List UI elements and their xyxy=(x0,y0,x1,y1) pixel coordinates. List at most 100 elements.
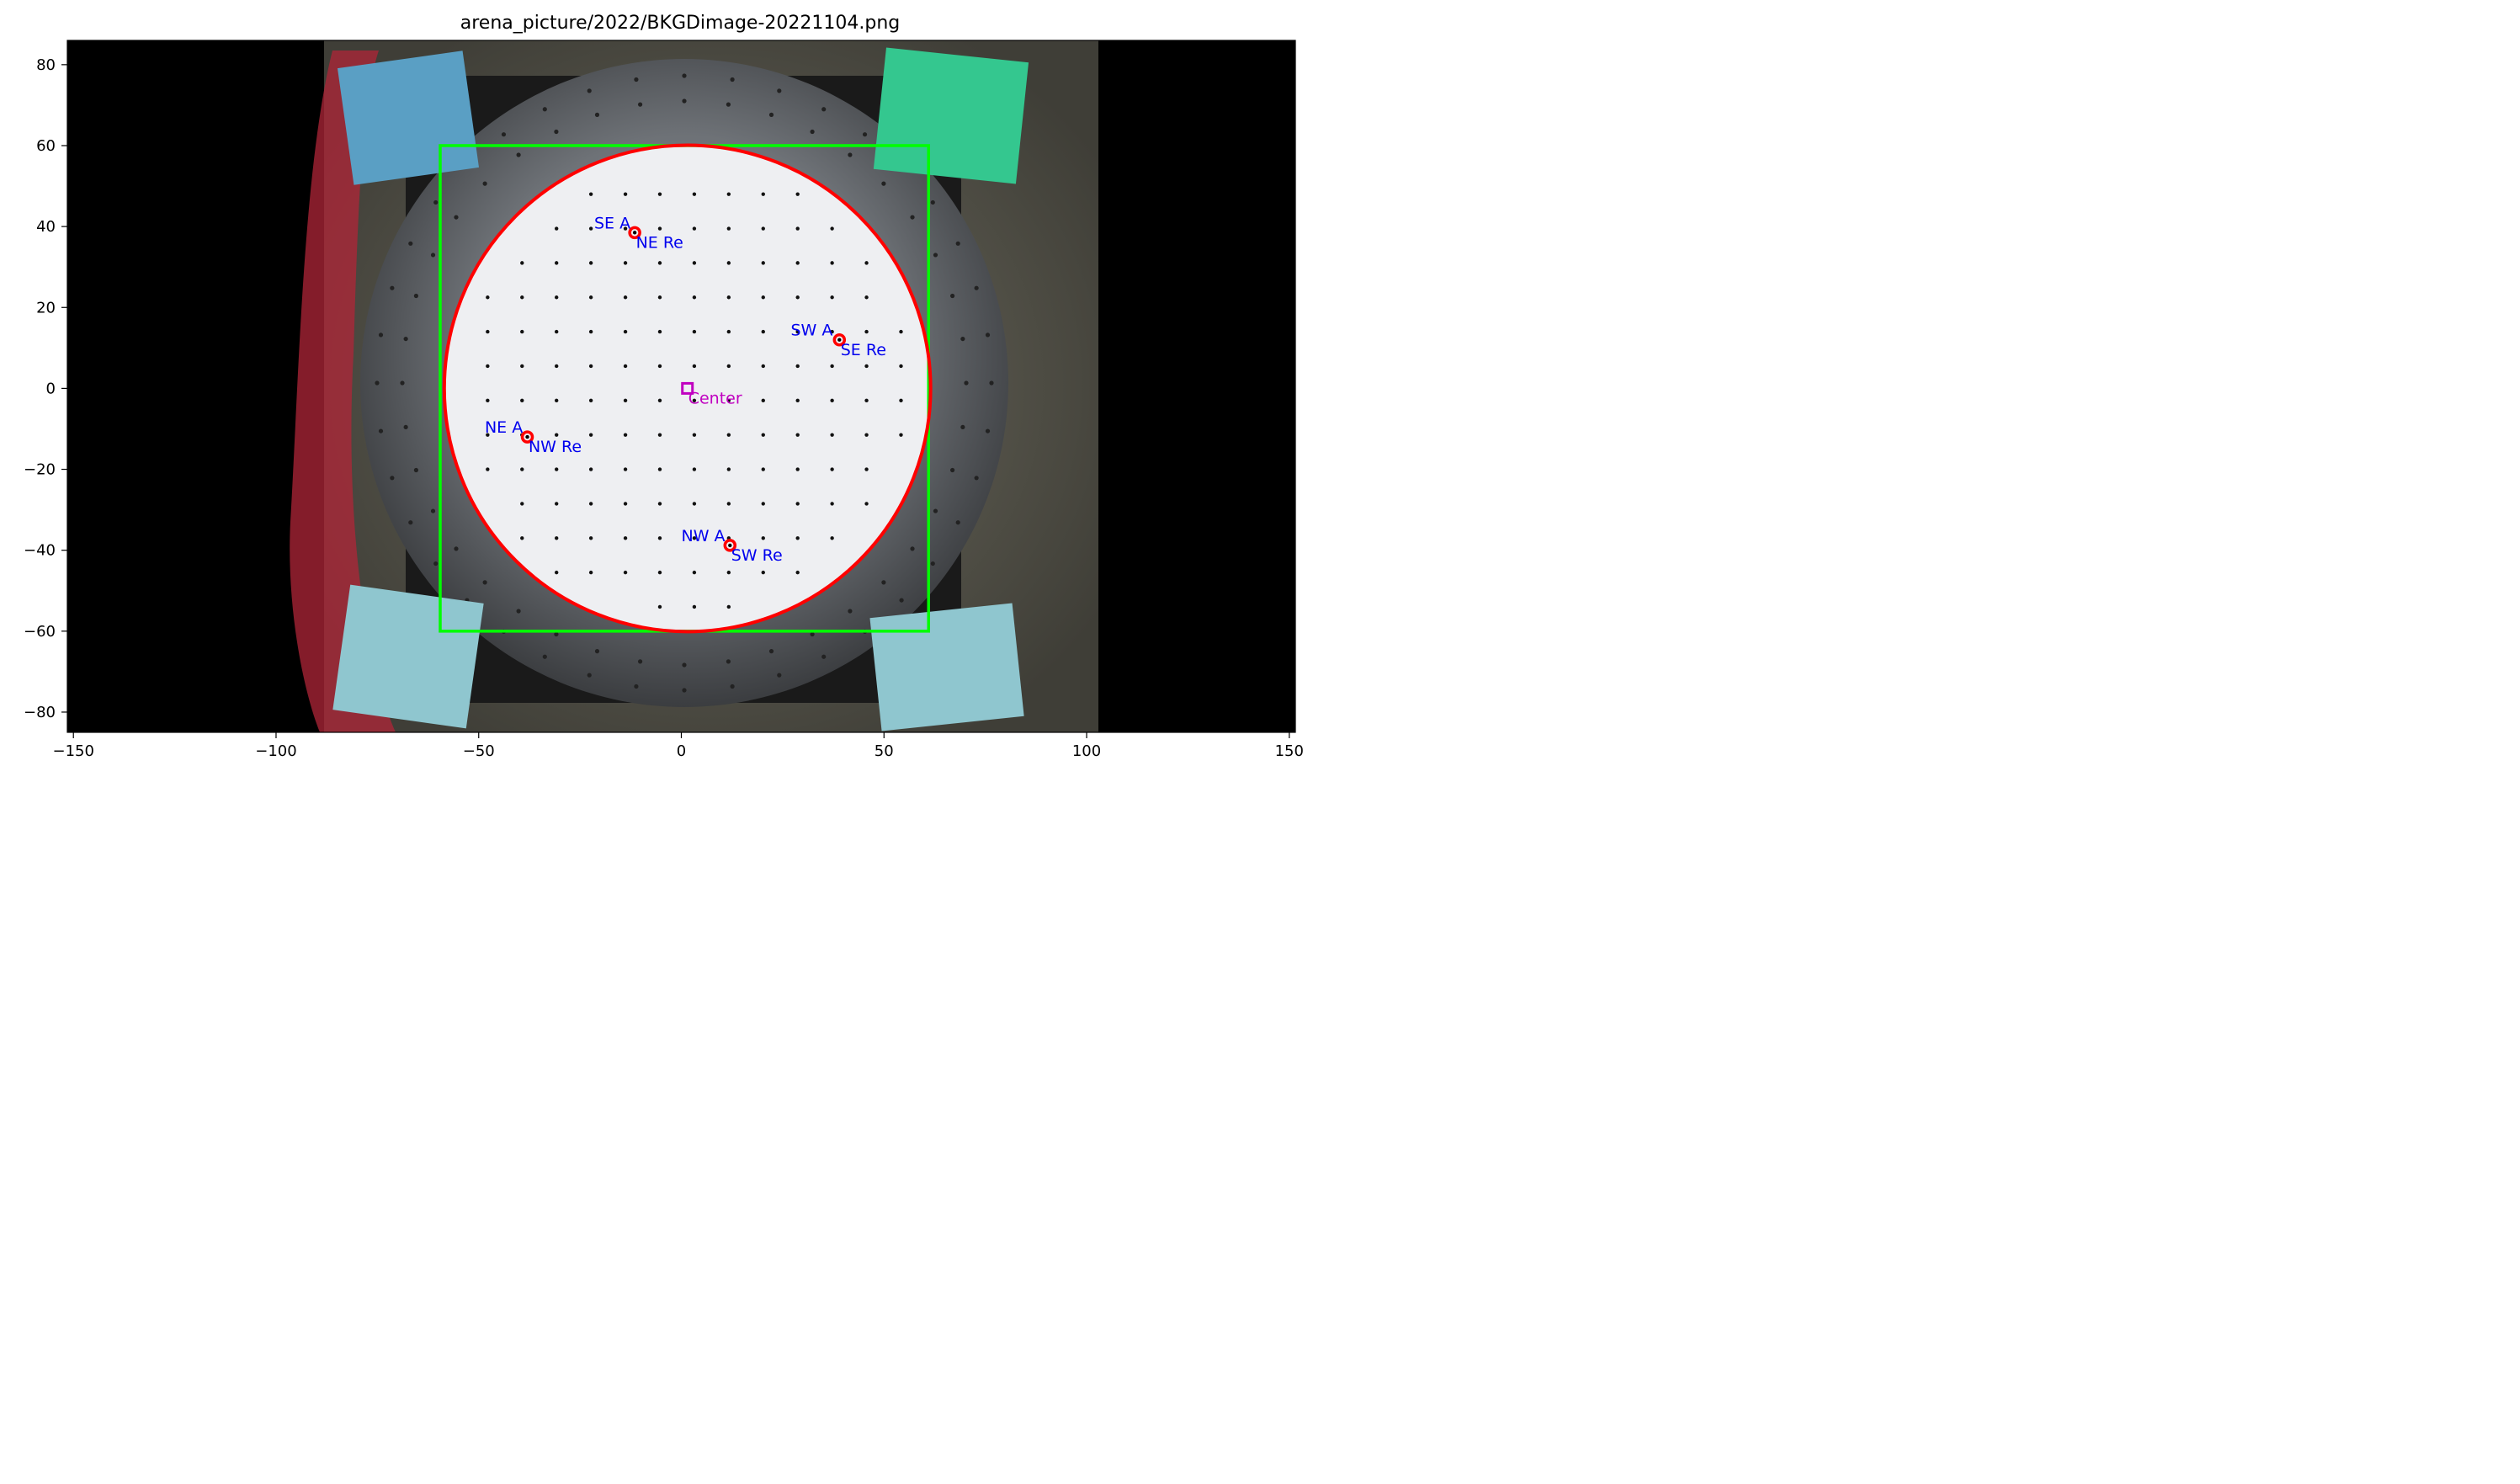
floor-dot xyxy=(623,192,628,196)
dome-dot xyxy=(634,77,639,82)
dome-dot xyxy=(542,107,547,112)
x-tick-label: −50 xyxy=(463,742,495,760)
dome-dot xyxy=(482,181,487,186)
floor-dot xyxy=(657,295,662,300)
floor-dot xyxy=(588,261,593,265)
floor-dot xyxy=(830,261,834,265)
floor-dot xyxy=(899,364,903,369)
floor-dot xyxy=(554,398,559,403)
floor-dot xyxy=(726,364,731,369)
floor-dot xyxy=(657,398,662,403)
floor-dots xyxy=(486,192,903,609)
marker-label: NW A xyxy=(682,527,726,545)
floor-dot xyxy=(554,570,559,575)
floor-dot xyxy=(795,536,800,540)
floor-dot xyxy=(726,398,731,403)
dome-dot xyxy=(454,546,459,551)
floor-dot xyxy=(864,329,869,334)
floor-dot xyxy=(623,329,628,334)
x-tick-label: 100 xyxy=(1072,742,1101,760)
floor-dot xyxy=(554,261,559,265)
floor-dot xyxy=(726,261,731,265)
floor-dot xyxy=(830,467,834,471)
floor-dot xyxy=(692,502,697,506)
floor-dot xyxy=(899,433,903,437)
dome-dot xyxy=(974,476,979,481)
y-tick-label: 80 xyxy=(36,56,56,74)
floor-dot xyxy=(726,502,731,506)
floor-dot xyxy=(864,261,869,265)
cloth-bottom-left xyxy=(332,584,484,729)
y-tick-label: −20 xyxy=(24,461,56,479)
dome-dot xyxy=(768,112,774,117)
dome-dot xyxy=(777,88,782,93)
floor-dot xyxy=(726,467,731,471)
dome-dot xyxy=(930,561,935,566)
y-tick-label: −40 xyxy=(24,542,56,560)
dome-dot xyxy=(375,380,380,386)
dome-dot xyxy=(950,293,955,299)
floor-dot xyxy=(623,536,628,540)
marker-point xyxy=(632,231,637,235)
dome-dot xyxy=(378,332,384,338)
marker-ring xyxy=(832,332,847,347)
floor-dot xyxy=(554,536,559,540)
floor-dot xyxy=(830,295,834,300)
floor-dot xyxy=(761,364,765,369)
dome-dot xyxy=(726,659,731,664)
plot-area: SE A NE Re SW A SE Re NE A NW Re NW A SW Re Cen… xyxy=(67,40,1295,732)
floor-dot xyxy=(830,364,834,369)
floor-dot xyxy=(830,502,834,506)
floor-dot xyxy=(692,604,697,609)
floor-dot xyxy=(795,329,800,334)
floor-dot xyxy=(588,226,593,231)
dome-dot xyxy=(682,662,687,668)
floor-dot xyxy=(692,433,697,437)
dome-dot xyxy=(542,654,547,659)
y-tick-label: 40 xyxy=(36,218,56,236)
center-label: Center xyxy=(688,389,742,407)
dome-dot xyxy=(960,424,965,430)
floor-dot xyxy=(726,604,731,609)
floor-dot xyxy=(588,433,593,437)
dome-dot xyxy=(955,241,960,246)
floor-dot xyxy=(761,467,765,471)
floor-dot xyxy=(692,536,697,540)
dome-dot xyxy=(960,336,965,342)
floor-dot xyxy=(657,192,662,196)
figure: arena_picture/2022/BKGDimage-20221104.pn… xyxy=(24,13,1304,760)
dome-dot xyxy=(637,659,643,664)
floor-dot xyxy=(657,604,662,609)
x-tick-label: 0 xyxy=(677,742,686,760)
dome-dot xyxy=(554,631,559,637)
y-tick-label: 20 xyxy=(36,299,56,316)
floor-dot xyxy=(520,502,524,506)
floor-dot xyxy=(657,364,662,369)
floor-dot xyxy=(623,364,628,369)
y-axis: 80 60 40 20 0 −20 −40 −60 −80 xyxy=(24,56,67,721)
marker-point xyxy=(728,543,732,548)
dome-dot xyxy=(881,580,886,585)
floor-dot xyxy=(588,329,593,334)
floor-dot xyxy=(726,433,731,437)
floor-dot xyxy=(588,192,593,196)
marker-label: NE Re xyxy=(636,233,683,252)
floor-dot xyxy=(520,536,524,540)
floor-dot xyxy=(692,192,697,196)
cloth-top-left xyxy=(337,51,480,185)
dome-dot xyxy=(587,673,592,678)
floor-dot xyxy=(692,295,697,300)
dome-dot xyxy=(454,215,459,220)
floor-dot xyxy=(726,329,731,334)
dome-dot xyxy=(637,102,643,107)
dome-dot xyxy=(985,428,991,433)
x-tick-label: 150 xyxy=(1275,742,1304,760)
floor-dot xyxy=(588,398,593,403)
floor-dot xyxy=(520,261,524,265)
dome-dot xyxy=(810,631,815,637)
floor-dot xyxy=(554,433,559,437)
floor-dot xyxy=(761,329,765,334)
floor-dot xyxy=(692,398,697,403)
marker-layer: SE A NE Re SW A SE Re NE A NW Re NW A SW Re xyxy=(485,214,886,565)
dome-dot xyxy=(950,467,955,473)
